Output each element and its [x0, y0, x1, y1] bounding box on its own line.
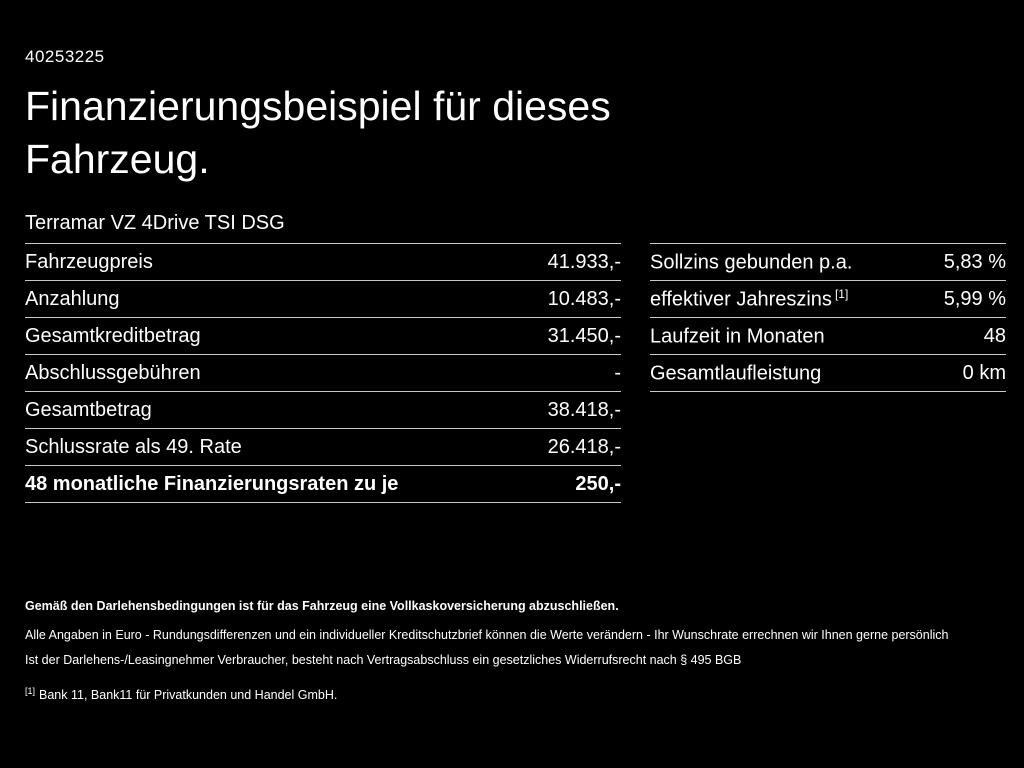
table-row: Abschlussgebühren -: [25, 354, 621, 391]
table-row: Laufzeit in Monaten 48: [650, 317, 1006, 354]
withdrawal-note: Ist der Darlehens-/Leasingnehmer Verbrau…: [25, 652, 742, 667]
finance-table: Fahrzeugpreis 41.933,- Anzahlung 10.483,…: [25, 243, 621, 503]
insurance-note: Gemäß den Darlehensbedingungen ist für d…: [25, 599, 619, 613]
row-value: 250,-: [575, 472, 621, 495]
row-label: effektiver Jahreszins [1]: [650, 286, 849, 311]
row-value: 41.933,-: [547, 250, 621, 273]
row-value: 10.483,-: [547, 287, 621, 310]
row-value: 31.450,-: [547, 324, 621, 347]
table-row: Gesamtbetrag 38.418,-: [25, 391, 621, 428]
row-label: Fahrzeugpreis: [25, 250, 153, 273]
vehicle-name: Terramar VZ 4Drive TSI DSG: [25, 212, 285, 234]
row-value: -: [614, 361, 621, 384]
row-value: 48: [983, 324, 1006, 347]
row-value: 5,99 %: [943, 287, 1006, 310]
row-label: Anzahlung: [25, 287, 120, 310]
footnote-marker: [1]: [25, 685, 36, 696]
row-value: 5,83 %: [943, 250, 1006, 273]
table-row: effektiver Jahreszins [1] 5,99 %: [650, 280, 1006, 317]
euro-note: Alle Angaben in Euro - Rundungsdifferenz…: [25, 627, 949, 642]
table-row: Sollzins gebunden p.a. 5,83 %: [650, 243, 1006, 280]
row-value: 38.418,-: [547, 398, 621, 421]
row-label: Gesamtkreditbetrag: [25, 324, 201, 347]
table-row: Schlussrate als 49. Rate 26.418,-: [25, 428, 621, 465]
offer-id: 40253225: [25, 47, 105, 66]
row-label: Abschlussgebühren: [25, 361, 201, 384]
row-label: 48 monatliche Finanzierungsraten zu je: [25, 472, 399, 495]
row-label: Laufzeit in Monaten: [650, 325, 825, 348]
table-row: Fahrzeugpreis 41.933,-: [25, 243, 621, 280]
table-row: Anzahlung 10.483,-: [25, 280, 621, 317]
page-title: Finanzierungsbeispiel für dieses Fahrzeu…: [25, 83, 611, 182]
row-label: Gesamtlaufleistung: [650, 362, 822, 385]
footnote-text: Bank 11, Bank11 für Privatkunden und Han…: [39, 687, 338, 702]
row-label: Gesamtbetrag: [25, 398, 152, 421]
row-value: 26.418,-: [547, 435, 621, 458]
row-label: Schlussrate als 49. Rate: [25, 435, 242, 458]
table-row: Gesamtkreditbetrag 31.450,-: [25, 317, 621, 354]
bank-footnote: [1] Bank 11, Bank11 für Privatkunden und …: [25, 685, 1000, 704]
legal-footer: Gemäß den Darlehensbedingungen ist für d…: [25, 598, 1000, 704]
table-row: Gesamtlaufleistung 0 km: [650, 354, 1006, 391]
footnote-ref: [1]: [834, 286, 849, 301]
conditions-table: Sollzins gebunden p.a. 5,83 % effektiver…: [650, 243, 1006, 392]
table-row-monthly-rate: 48 monatliche Finanzierungsraten zu je 2…: [25, 465, 621, 502]
row-value: 0 km: [962, 361, 1006, 384]
row-label: Sollzins gebunden p.a.: [650, 251, 853, 274]
